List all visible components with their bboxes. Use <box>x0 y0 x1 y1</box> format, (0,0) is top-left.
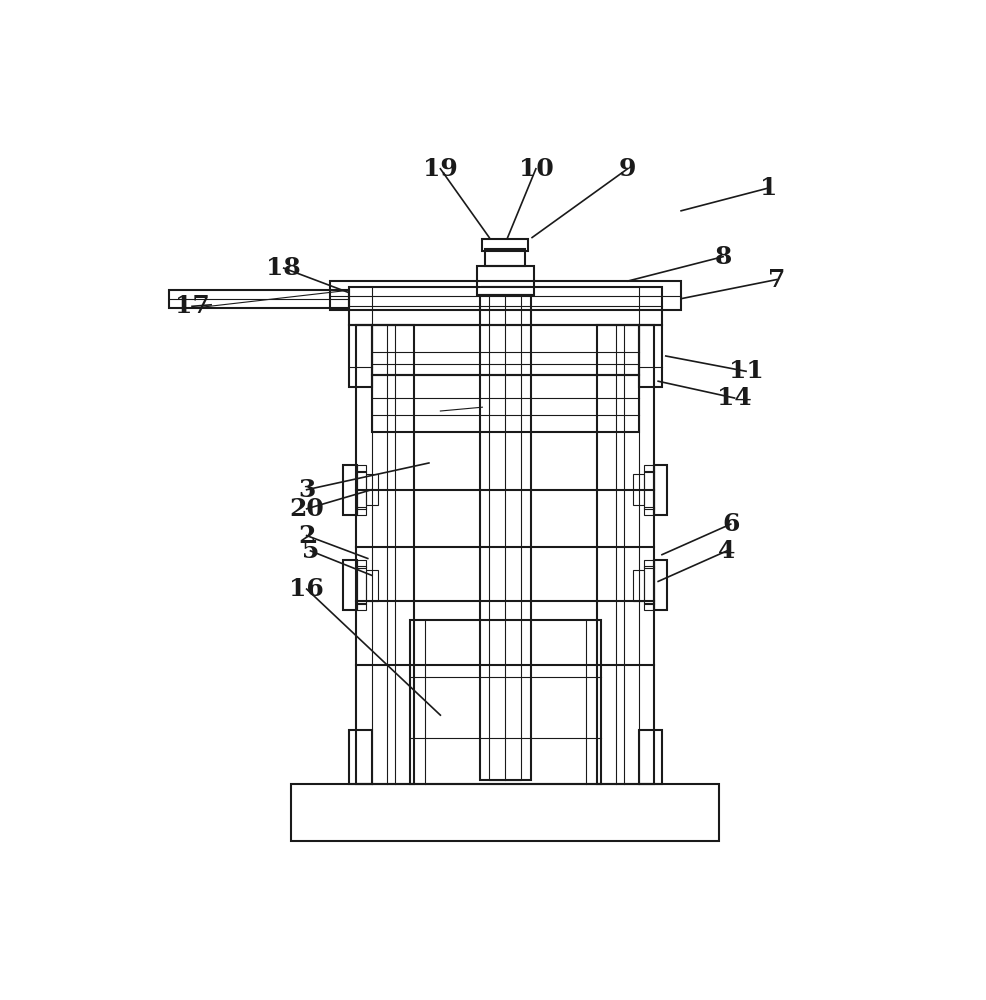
Bar <box>477 266 533 295</box>
Bar <box>366 570 378 601</box>
Text: 3: 3 <box>298 478 316 502</box>
Bar <box>292 784 720 841</box>
Bar <box>480 295 530 780</box>
Bar <box>329 281 681 310</box>
Bar <box>654 560 668 610</box>
Text: 1: 1 <box>760 176 778 200</box>
Bar <box>366 474 378 505</box>
Bar <box>482 239 528 251</box>
Text: 6: 6 <box>722 512 740 536</box>
Bar <box>170 290 349 308</box>
Bar <box>343 465 357 515</box>
Bar <box>349 730 372 784</box>
Bar <box>357 603 366 610</box>
Bar <box>639 325 662 387</box>
Text: 18: 18 <box>266 256 301 280</box>
Text: 14: 14 <box>717 386 752 410</box>
Text: 9: 9 <box>619 157 636 181</box>
Bar <box>357 507 366 515</box>
Bar <box>645 603 654 610</box>
Text: 7: 7 <box>768 268 785 292</box>
Bar <box>349 287 662 325</box>
Text: 11: 11 <box>729 359 763 383</box>
Bar <box>645 507 654 515</box>
Text: 2: 2 <box>298 524 316 548</box>
Bar <box>410 620 600 784</box>
Bar <box>372 375 639 432</box>
Bar <box>489 295 522 780</box>
Text: 10: 10 <box>519 157 553 181</box>
Text: 5: 5 <box>302 539 319 563</box>
Text: 4: 4 <box>718 539 736 563</box>
Bar <box>645 471 654 509</box>
Bar <box>633 474 645 505</box>
Bar <box>349 325 372 387</box>
Text: 19: 19 <box>423 157 458 181</box>
Bar <box>645 465 654 472</box>
Bar <box>357 471 366 509</box>
Bar <box>645 560 654 568</box>
Text: 16: 16 <box>289 577 324 601</box>
Bar <box>654 465 668 515</box>
Text: 20: 20 <box>289 497 324 521</box>
Bar <box>645 566 654 604</box>
Bar <box>597 325 655 784</box>
Bar <box>485 249 526 266</box>
Bar <box>633 570 645 601</box>
Text: 8: 8 <box>715 245 732 269</box>
Text: 17: 17 <box>175 294 209 318</box>
Bar <box>372 325 639 375</box>
Bar <box>357 560 366 568</box>
Bar <box>356 325 414 784</box>
Bar <box>357 465 366 472</box>
Bar <box>639 730 662 784</box>
Bar <box>343 560 357 610</box>
Bar <box>357 566 366 604</box>
